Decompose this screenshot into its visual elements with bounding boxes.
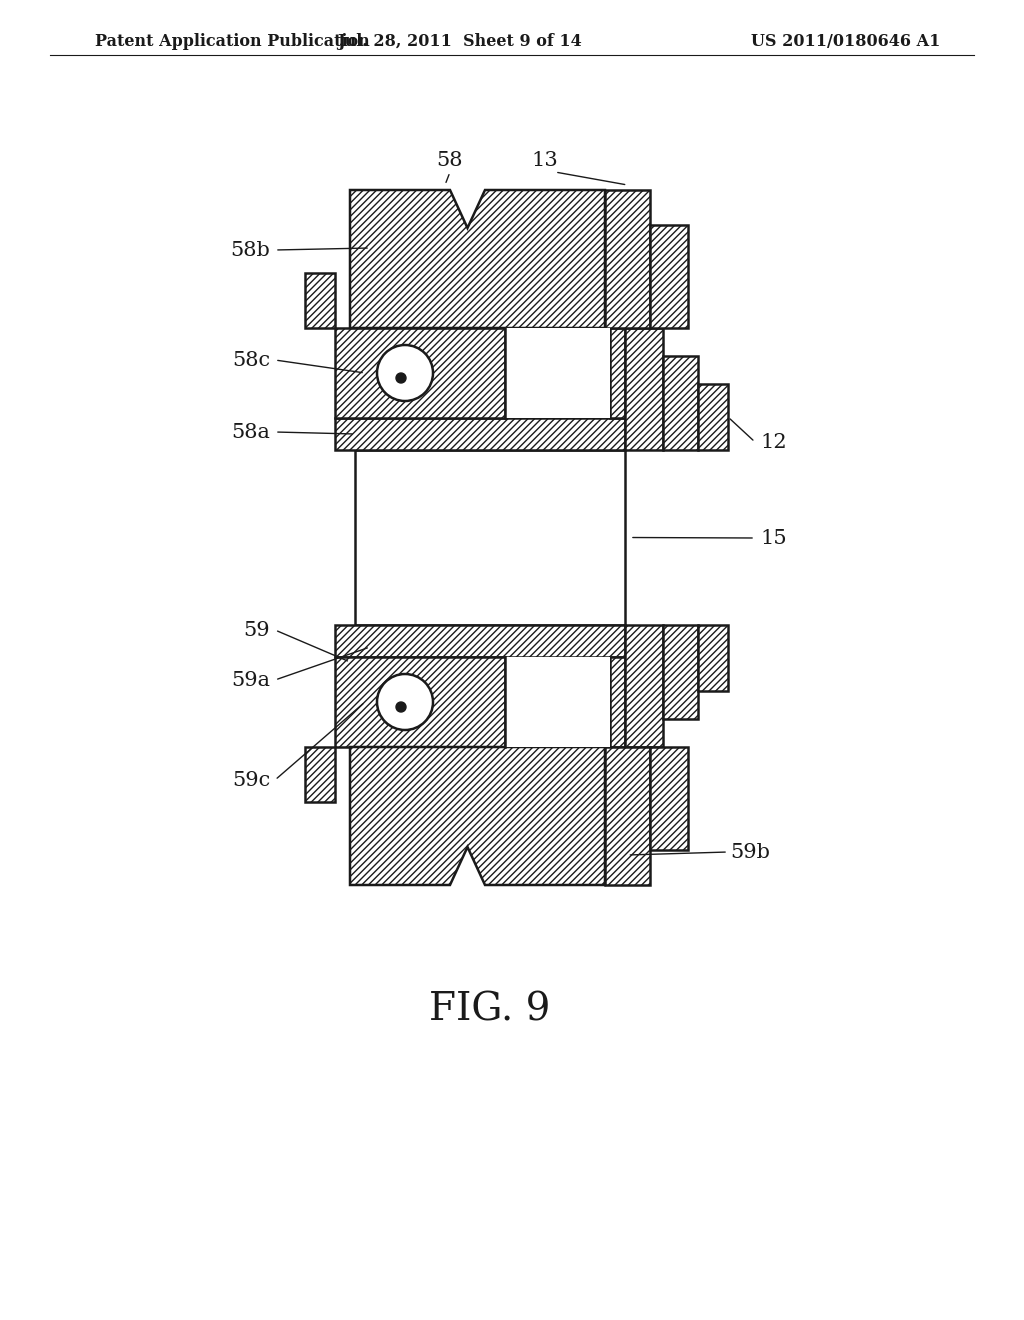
Circle shape xyxy=(377,675,433,730)
Circle shape xyxy=(377,345,433,401)
Text: Patent Application Publication: Patent Application Publication xyxy=(95,33,370,50)
Text: 13: 13 xyxy=(531,150,558,169)
Bar xyxy=(698,624,728,690)
Text: 12: 12 xyxy=(760,433,786,451)
Bar xyxy=(355,450,625,624)
Bar xyxy=(605,747,650,884)
Bar xyxy=(650,747,688,850)
Polygon shape xyxy=(350,190,605,327)
Text: 59c: 59c xyxy=(231,771,270,789)
Bar xyxy=(698,384,728,450)
Bar xyxy=(505,327,610,418)
Text: 58a: 58a xyxy=(231,422,270,441)
Polygon shape xyxy=(350,747,605,884)
Bar xyxy=(335,657,505,747)
Text: 59b: 59b xyxy=(730,842,770,862)
Text: 15: 15 xyxy=(760,528,786,548)
Circle shape xyxy=(396,374,406,383)
Bar xyxy=(610,327,625,418)
Text: Jul. 28, 2011  Sheet 9 of 14: Jul. 28, 2011 Sheet 9 of 14 xyxy=(338,33,583,50)
Bar xyxy=(663,624,698,719)
Text: 59: 59 xyxy=(244,620,270,639)
Bar xyxy=(335,327,505,418)
Bar xyxy=(663,356,698,450)
Bar xyxy=(605,190,650,327)
Bar xyxy=(305,747,335,803)
Bar xyxy=(610,657,625,747)
Text: 58: 58 xyxy=(437,150,463,169)
Polygon shape xyxy=(335,418,625,450)
Text: FIG. 9: FIG. 9 xyxy=(429,991,551,1028)
Bar xyxy=(625,624,663,747)
Polygon shape xyxy=(335,624,625,657)
Bar xyxy=(305,273,335,327)
Circle shape xyxy=(396,702,406,711)
Text: US 2011/0180646 A1: US 2011/0180646 A1 xyxy=(751,33,940,50)
Text: 59a: 59a xyxy=(231,671,270,689)
Bar xyxy=(625,327,663,450)
Text: 58b: 58b xyxy=(230,240,270,260)
Bar xyxy=(505,657,610,747)
Text: 58c: 58c xyxy=(231,351,270,370)
Bar xyxy=(650,224,688,327)
